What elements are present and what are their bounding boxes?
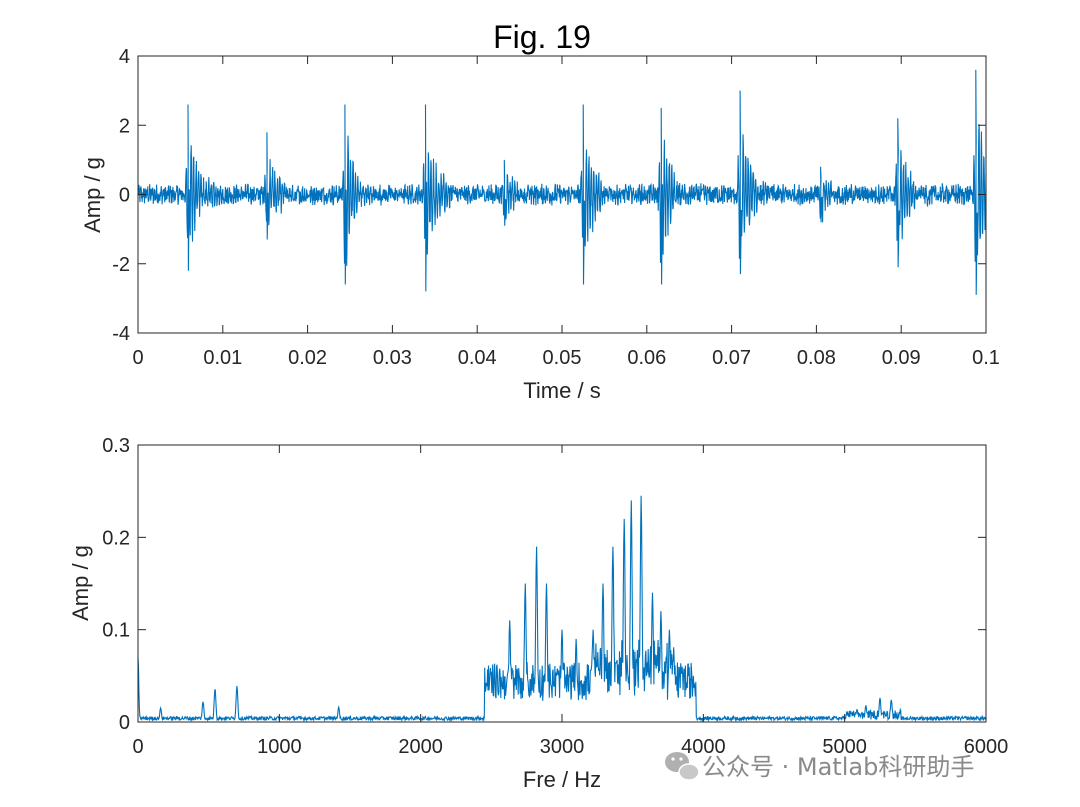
bottom-x-tick-label: 3000	[540, 736, 585, 758]
top-x-tick-label: 0.01	[203, 347, 242, 369]
bottom-y-tick-label: 0.1	[102, 620, 130, 642]
figure-title: Fig. 19	[493, 19, 591, 55]
top-y-tick-label: 2	[119, 115, 130, 137]
top-axis-ticks: 0 0.01 0.02 0.03 0.04 0.05 0.06 0.07 0.08 0.09 0.1…	[112, 46, 1000, 369]
top-y-tick-label: 0	[119, 185, 130, 207]
top-x-tick-label: 0.05	[543, 347, 582, 369]
top-x-tick-label: 0.08	[797, 347, 836, 369]
bottom-x-tick-label: 4000	[681, 736, 726, 758]
time-domain-plot: 0 0.01 0.02 0.03 0.04 0.05 0.06 0.07 0.08 0.09 0.1…	[80, 19, 1000, 403]
top-x-tick-label: 0.09	[882, 347, 921, 369]
wechat-icon	[665, 752, 700, 781]
bottom-x-tick-label: 1000	[257, 736, 302, 758]
time-signal-series	[137, 69, 987, 295]
top-y-axis-label: Amp / g	[80, 157, 105, 233]
top-x-tick-label: 0.06	[627, 347, 666, 369]
bottom-x-tick-label: 0	[132, 736, 143, 758]
bottom-x-axis-label: Fre / Hz	[523, 767, 601, 792]
frequency-domain-plot: 0 1000 2000 3000 4000 5000 6000 0 0.1 0.2 0.3 Fre …	[68, 435, 1008, 792]
bottom-x-tick-label: 5000	[822, 736, 867, 758]
top-x-tick-label: 0	[132, 347, 143, 369]
bottom-y-tick-label: 0	[119, 712, 130, 734]
time-signal-line	[137, 69, 987, 295]
top-x-axis-label: Time / s	[523, 378, 600, 403]
watermark-text: 公众号 · Matlab科研助手	[702, 753, 974, 781]
top-x-tick-label: 0.1	[972, 347, 1000, 369]
watermark: 公众号 · Matlab科研助手	[665, 752, 974, 781]
top-y-tick-label: -4	[112, 323, 130, 345]
top-y-tick-label: 4	[119, 46, 130, 68]
bottom-y-tick-label: 0.3	[102, 435, 130, 457]
bottom-axis-ticks: 0 1000 2000 3000 4000 5000 6000 0 0.1 0.2 0.3	[102, 435, 1008, 758]
bottom-y-axis-label: Amp / g	[68, 545, 93, 621]
top-x-tick-label: 0.04	[458, 347, 497, 369]
top-x-tick-label: 0.02	[288, 347, 327, 369]
top-y-tick-label: -2	[112, 254, 130, 276]
bottom-y-tick-label: 0.2	[102, 527, 130, 549]
top-x-tick-label: 0.07	[712, 347, 751, 369]
bottom-x-tick-label: 6000	[964, 736, 1009, 758]
bottom-x-tick-label: 2000	[398, 736, 443, 758]
top-x-tick-label: 0.03	[373, 347, 412, 369]
